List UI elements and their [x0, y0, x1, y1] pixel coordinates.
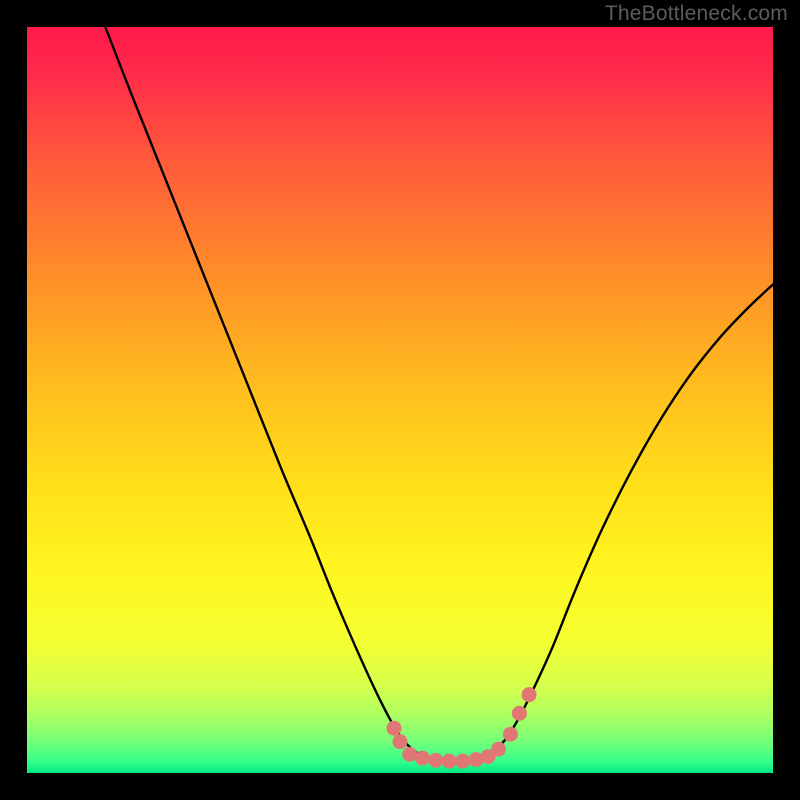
marker-dot	[387, 721, 402, 736]
chart-svg	[0, 0, 800, 800]
marker-dot	[512, 706, 527, 721]
marker-dot	[428, 753, 443, 768]
marker-dot	[522, 687, 537, 702]
marker-dot	[455, 754, 470, 769]
watermark-text: TheBottleneck.com	[605, 2, 788, 26]
marker-dot	[503, 727, 518, 742]
plot-background	[27, 27, 773, 773]
marker-dot	[402, 747, 417, 762]
bottleneck-chart: TheBottleneck.com	[0, 0, 800, 800]
marker-dot	[442, 754, 457, 769]
marker-dot	[491, 742, 506, 757]
marker-dot	[393, 734, 408, 749]
marker-dot	[415, 751, 430, 766]
